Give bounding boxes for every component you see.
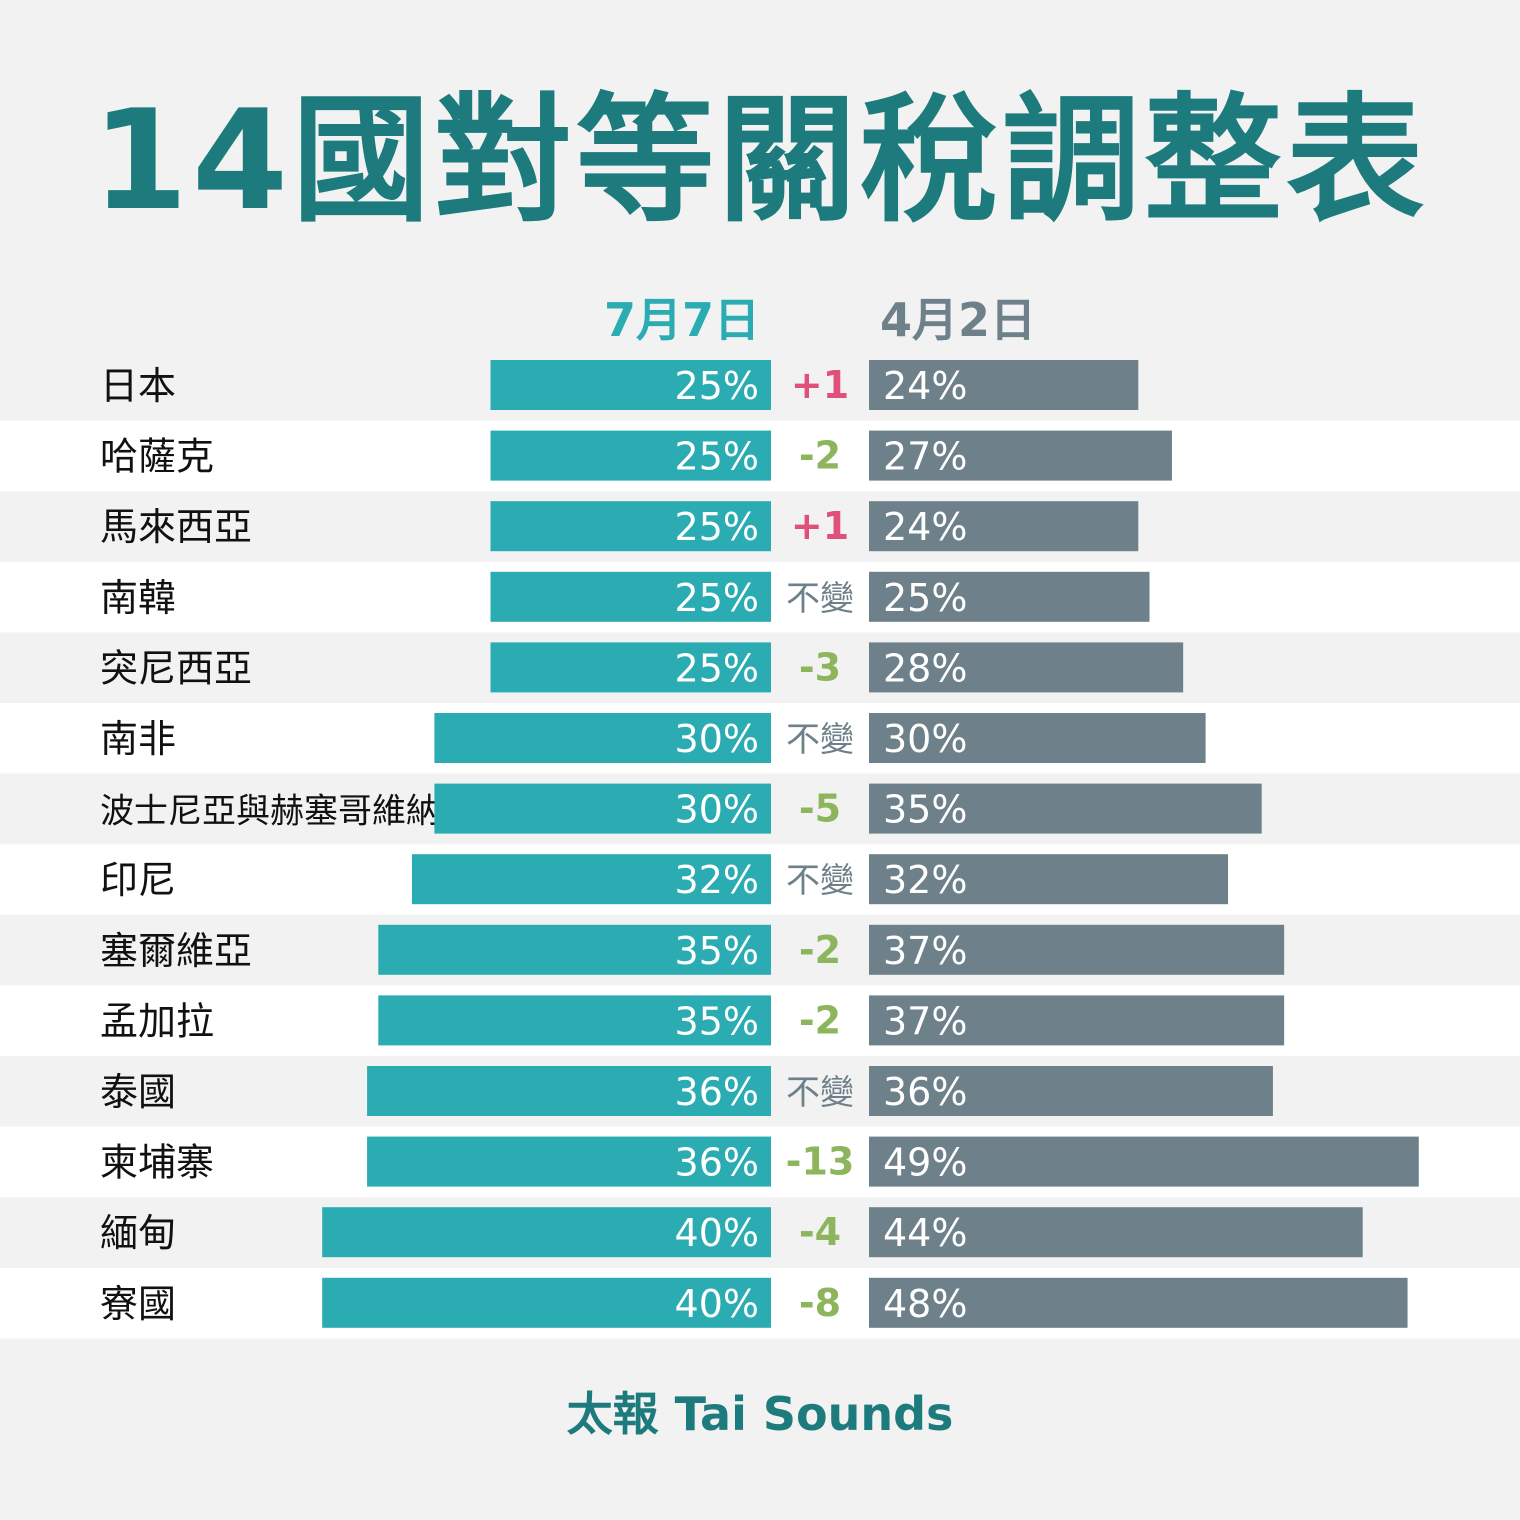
value-label-old: 27% (883, 435, 967, 479)
value-label-old: 30% (883, 717, 967, 761)
value-label-new: 35% (675, 999, 759, 1043)
country-label: 柬埔寨 (100, 1141, 214, 1185)
bar-old (869, 501, 1139, 552)
country-label: 印尼 (100, 858, 176, 902)
value-label-old: 28% (883, 646, 967, 690)
bar-old (869, 1207, 1363, 1258)
change-label: 不變 (786, 861, 854, 901)
country-label: 南韓 (100, 576, 176, 620)
bar-new (434, 713, 771, 763)
value-label-old: 49% (883, 1141, 967, 1185)
bar-old (869, 854, 1229, 905)
change-label: -4 (799, 1210, 841, 1254)
change-label: 不變 (786, 720, 854, 760)
bar-new (322, 1277, 771, 1328)
change-label: -2 (799, 434, 841, 478)
value-label-old: 32% (883, 858, 967, 902)
country-label: 泰國 (100, 1070, 176, 1114)
bar-new (322, 1207, 771, 1258)
bar-old (869, 360, 1139, 410)
country-label: 塞爾維亞 (100, 929, 252, 973)
bar-new (490, 642, 771, 693)
value-label-old: 37% (883, 999, 967, 1043)
change-label: +1 (791, 504, 849, 548)
value-label-new: 40% (675, 1282, 759, 1326)
country-label: 孟加拉 (100, 999, 214, 1043)
change-label: -3 (799, 645, 841, 689)
bar-new (490, 571, 771, 622)
value-label-old: 36% (883, 1070, 967, 1114)
bar-new (490, 360, 771, 410)
value-label-new: 40% (675, 1211, 759, 1255)
value-label-new: 30% (675, 717, 759, 761)
country-label: 寮國 (100, 1282, 176, 1326)
bar-new (490, 430, 771, 481)
country-label: 馬來西亞 (100, 505, 252, 549)
change-label: -2 (799, 928, 841, 972)
change-label: -8 (799, 1281, 841, 1325)
bar-new (434, 783, 771, 834)
bar-old (869, 713, 1206, 763)
value-label-old: 35% (883, 788, 967, 832)
change-label: +1 (791, 363, 849, 407)
value-label-new: 30% (675, 788, 759, 832)
country-label: 哈薩克 (100, 435, 214, 479)
change-label: 不變 (786, 579, 854, 619)
country-label: 突尼西亞 (100, 646, 252, 690)
value-label-new: 35% (675, 929, 759, 973)
bar-new (367, 1136, 771, 1187)
change-label: -13 (786, 1140, 855, 1184)
change-label: 不變 (786, 1073, 854, 1113)
footer-brand: 太報 Tai Sounds (566, 1387, 954, 1441)
country-label: 波士尼亞與赫塞哥維納 (100, 792, 440, 832)
bar-new (490, 501, 771, 552)
value-label-new: 25% (675, 576, 759, 620)
bar-old (869, 995, 1285, 1046)
country-label: 日本 (100, 364, 176, 408)
value-label-new: 25% (675, 435, 759, 479)
country-label: 緬甸 (100, 1211, 176, 1255)
bar-old (869, 1066, 1273, 1116)
bar-new (378, 995, 771, 1046)
country-label: 南非 (100, 717, 176, 761)
value-label-old: 37% (883, 929, 967, 973)
chart-title: 14國對等關稅調整表 (91, 80, 1429, 241)
bar-new (411, 854, 771, 905)
series-label-new: 7月7日 (604, 293, 761, 347)
series-label-old: 4月2日 (880, 293, 1037, 347)
bar-old (869, 642, 1184, 693)
value-label-new: 36% (675, 1141, 759, 1185)
bar-old (869, 571, 1150, 622)
value-label-new: 25% (675, 505, 759, 549)
bar-old (869, 1277, 1408, 1328)
value-label-old: 44% (883, 1211, 967, 1255)
value-label-new: 36% (675, 1070, 759, 1114)
bar-old (869, 783, 1262, 834)
value-label-new: 32% (675, 858, 759, 902)
bar-old (869, 924, 1285, 975)
bar-old (869, 1136, 1419, 1187)
value-label-old: 24% (883, 505, 967, 549)
value-label-new: 25% (675, 646, 759, 690)
bar-new (367, 1066, 771, 1116)
value-label-old: 25% (883, 576, 967, 620)
value-label-old: 24% (883, 364, 967, 408)
value-label-new: 25% (675, 364, 759, 408)
change-label: -5 (799, 787, 841, 831)
bar-old (869, 430, 1172, 481)
change-label: -2 (799, 998, 841, 1042)
value-label-old: 48% (883, 1282, 967, 1326)
bar-new (378, 924, 771, 975)
